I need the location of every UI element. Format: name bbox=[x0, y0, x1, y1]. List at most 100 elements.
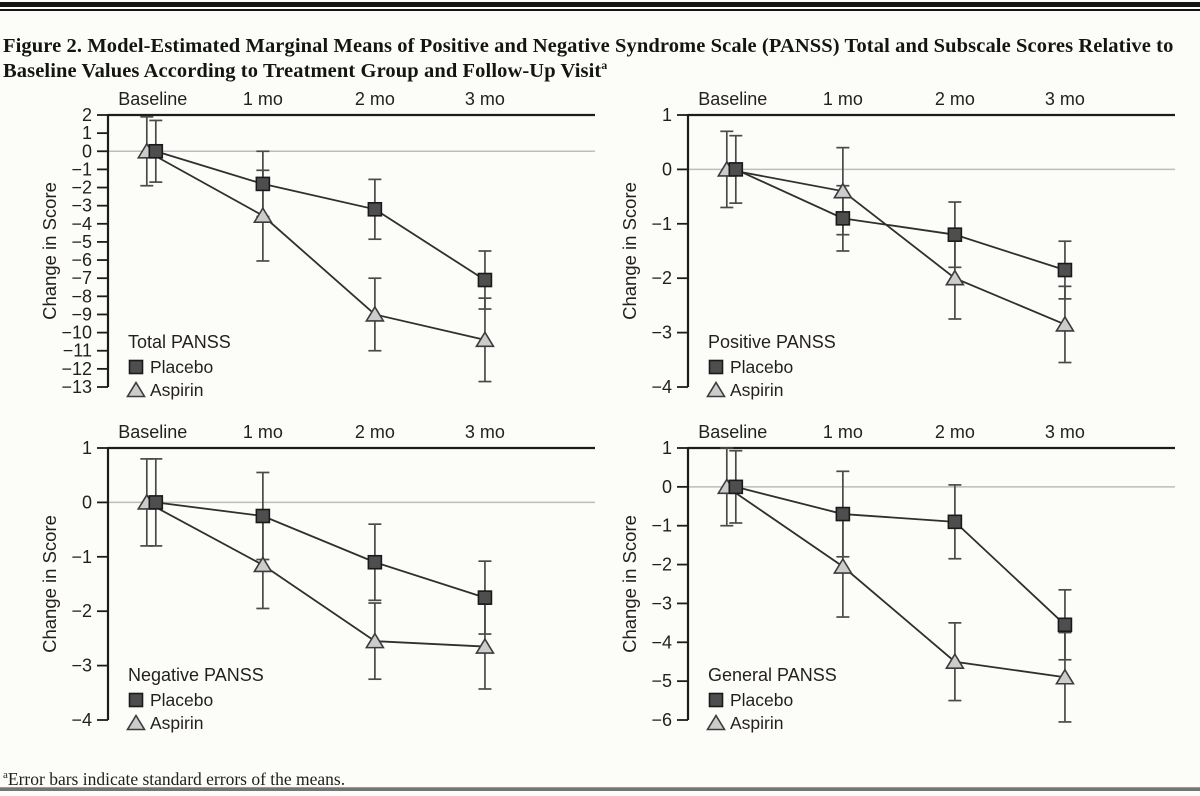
top-rule-thick bbox=[0, 2, 1200, 7]
svg-text:2: 2 bbox=[82, 105, 92, 125]
svg-text:3 mo: 3 mo bbox=[465, 89, 505, 109]
legend: Positive PANSS Placebo Aspirin bbox=[706, 332, 836, 400]
svg-text:Baseline: Baseline bbox=[118, 89, 187, 109]
svg-text:2 mo: 2 mo bbox=[935, 422, 975, 442]
footnote-marker: a bbox=[3, 768, 8, 781]
chart-general-panss: Baseline 1 mo 2 mo 3 mo 1 0 −1 −2 −3 −4 −5 −6 Change… bbox=[620, 418, 1180, 750]
series-placebo bbox=[729, 134, 1072, 300]
svg-text:General PANSS: General PANSS bbox=[708, 665, 837, 685]
axes: 210−1−2−3−4−5−6−7−8−9−10−11−12−13 bbox=[61, 105, 595, 397]
y-axis-label: Change in Score bbox=[40, 182, 60, 320]
svg-text:Placebo: Placebo bbox=[730, 690, 793, 710]
svg-text:Positive PANSS: Positive PANSS bbox=[708, 332, 836, 352]
series-placebo bbox=[149, 119, 492, 310]
svg-text:−3: −3 bbox=[651, 323, 672, 343]
legend: Negative PANSS Placebo Aspirin bbox=[126, 665, 264, 733]
svg-text:Baseline: Baseline bbox=[698, 89, 767, 109]
svg-text:−7: −7 bbox=[71, 268, 92, 288]
svg-text:−12: −12 bbox=[61, 359, 92, 379]
svg-text:0: 0 bbox=[662, 477, 672, 497]
figure-footnote: aError bars indicate standard errors of … bbox=[3, 769, 1103, 790]
svg-text:Baseline: Baseline bbox=[118, 422, 187, 442]
series-aspirin bbox=[140, 458, 492, 690]
figure-title-text: Figure 2. Model-Estimated Marginal Means… bbox=[3, 34, 1174, 82]
svg-text:3 mo: 3 mo bbox=[1045, 422, 1085, 442]
svg-text:−1: −1 bbox=[71, 547, 92, 567]
y-axis-label: Change in Score bbox=[40, 515, 60, 653]
figure-title: Figure 2. Model-Estimated Marginal Means… bbox=[3, 34, 1195, 84]
series-placebo bbox=[149, 458, 492, 635]
svg-text:2 mo: 2 mo bbox=[935, 89, 975, 109]
svg-text:0: 0 bbox=[82, 141, 92, 161]
legend: General PANSS Placebo Aspirin bbox=[706, 665, 837, 733]
svg-text:Placebo: Placebo bbox=[730, 357, 793, 377]
svg-text:−1: −1 bbox=[71, 159, 92, 179]
markers-aspirin bbox=[136, 493, 495, 654]
svg-text:1 mo: 1 mo bbox=[823, 422, 863, 442]
svg-text:2 mo: 2 mo bbox=[355, 89, 395, 109]
svg-text:Placebo: Placebo bbox=[150, 690, 213, 710]
markers-placebo bbox=[148, 143, 493, 288]
svg-text:1 mo: 1 mo bbox=[823, 89, 863, 109]
svg-text:2 mo: 2 mo bbox=[355, 422, 395, 442]
y-axis-label: Change in Score bbox=[620, 515, 640, 653]
svg-text:1 mo: 1 mo bbox=[243, 89, 283, 109]
svg-text:0: 0 bbox=[82, 492, 92, 512]
svg-text:Aspirin: Aspirin bbox=[730, 380, 784, 400]
axes: 1 0 −1 −2 −3 −4 bbox=[71, 438, 595, 730]
markers-placebo bbox=[148, 495, 493, 605]
markers-aspirin bbox=[136, 142, 495, 348]
svg-text:−1: −1 bbox=[651, 516, 672, 536]
markers-placebo bbox=[728, 479, 1073, 633]
x-category-labels: Baseline 1 mo 2 mo 3 mo bbox=[698, 422, 1085, 442]
svg-text:Placebo: Placebo bbox=[150, 357, 213, 377]
svg-text:−6: −6 bbox=[651, 710, 672, 730]
svg-text:3 mo: 3 mo bbox=[465, 422, 505, 442]
svg-text:1: 1 bbox=[662, 105, 672, 125]
figure-title-footnote-marker: a bbox=[601, 57, 608, 72]
axes: 1 0 −1 −2 −3 −4 bbox=[651, 105, 1175, 397]
svg-text:−4: −4 bbox=[651, 377, 672, 397]
chart-total-panss: Baseline 1 mo 2 mo 3 mo 2 1 0 −1 −2 −3 −4 −5 −6 −7 −8−… bbox=[40, 85, 600, 417]
svg-text:Negative PANSS: Negative PANSS bbox=[128, 665, 264, 685]
svg-text:−8: −8 bbox=[71, 286, 92, 306]
svg-text:−9: −9 bbox=[71, 304, 92, 324]
series-aspirin bbox=[720, 130, 1072, 364]
legend: Total PANSS Placebo Aspirin bbox=[126, 332, 231, 400]
chart-positive-panss-canvas: Baseline 1 mo 2 mo 3 mo 1 0 −1 −2 −3 −4 Change in … bbox=[620, 89, 1175, 400]
svg-text:1: 1 bbox=[662, 438, 672, 458]
svg-text:−10: −10 bbox=[61, 323, 92, 343]
svg-text:−13: −13 bbox=[61, 377, 92, 397]
chart-negative-panss: Baseline 1 mo 2 mo 3 mo 1 0 −1 −2 −3 −4 Change in … bbox=[40, 418, 600, 750]
svg-text:1: 1 bbox=[82, 438, 92, 458]
svg-text:Aspirin: Aspirin bbox=[150, 380, 204, 400]
x-category-labels: Baseline 1 mo 2 mo 3 mo bbox=[698, 89, 1085, 109]
svg-text:−3: −3 bbox=[71, 196, 92, 216]
svg-text:−1: −1 bbox=[651, 214, 672, 234]
bottom-rule bbox=[0, 787, 1200, 791]
series-placebo bbox=[729, 449, 1072, 661]
svg-text:−3: −3 bbox=[71, 656, 92, 676]
svg-text:−4: −4 bbox=[651, 632, 672, 652]
axes: 1 0 −1 −2 −3 −4 −5 −6 bbox=[651, 438, 1175, 730]
svg-text:Total PANSS: Total PANSS bbox=[128, 332, 231, 352]
svg-text:−2: −2 bbox=[651, 268, 672, 288]
footnote-text: Error bars indicate standard errors of t… bbox=[7, 768, 346, 789]
top-rule-thin bbox=[0, 9, 1200, 11]
svg-text:Aspirin: Aspirin bbox=[150, 713, 204, 733]
svg-text:−11: −11 bbox=[63, 341, 92, 361]
svg-text:−3: −3 bbox=[651, 593, 672, 613]
svg-text:−2: −2 bbox=[71, 601, 92, 621]
svg-text:−4: −4 bbox=[71, 214, 92, 234]
chart-general-panss-canvas: Baseline 1 mo 2 mo 3 mo 1 0 −1 −2 −3 −4 −5 −6 Change… bbox=[620, 422, 1175, 733]
svg-text:1 mo: 1 mo bbox=[243, 422, 283, 442]
x-category-labels: Baseline 1 mo 2 mo 3 mo bbox=[118, 89, 505, 109]
svg-text:−2: −2 bbox=[651, 555, 672, 575]
markers-placebo bbox=[728, 162, 1073, 278]
markers-aspirin bbox=[716, 477, 1075, 685]
svg-text:0: 0 bbox=[662, 159, 672, 179]
svg-text:−6: −6 bbox=[71, 250, 92, 270]
svg-text:−2: −2 bbox=[71, 178, 92, 198]
svg-text:1: 1 bbox=[82, 123, 92, 143]
